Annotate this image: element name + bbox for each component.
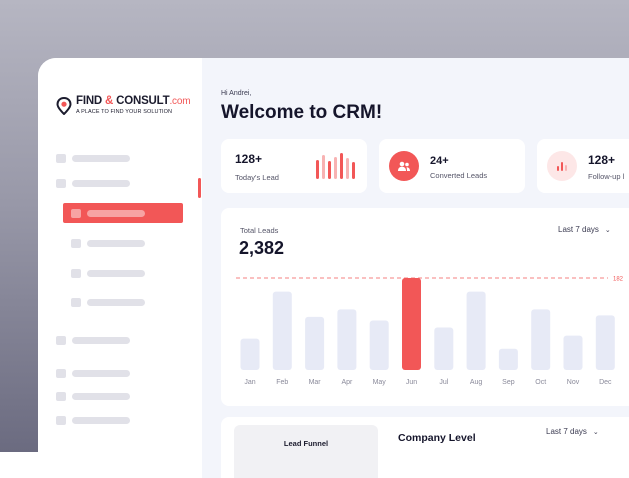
nav-icon-placeholder (56, 416, 66, 425)
chart-bar-jan[interactable] (240, 338, 260, 370)
bar-chart-icon (547, 151, 577, 181)
chart-bar-feb[interactable] (272, 291, 292, 370)
chart-bar-dec[interactable] (595, 315, 615, 370)
sidebar-item[interactable] (56, 369, 130, 378)
nav-label-placeholder (72, 180, 130, 187)
nav-icon-placeholder (56, 369, 66, 378)
chart-bar-sep[interactable] (498, 348, 518, 370)
chart-bar-nov[interactable] (563, 335, 583, 370)
x-tick-label: Dec (599, 379, 612, 386)
main-content: Hi Andrei, Welcome to CRM! 128+ Today's … (202, 58, 629, 478)
nav-label-placeholder (87, 299, 145, 306)
range-dropdown[interactable]: Last 7 days ⌄ (558, 225, 611, 234)
sidebar-item[interactable] (56, 416, 130, 425)
stat-value: 128+ (235, 152, 263, 166)
x-tick-label: Mar (309, 379, 322, 386)
page-title: Welcome to CRM! (221, 102, 383, 123)
chart-bar-may[interactable] (369, 320, 389, 370)
nav-icon-placeholder (71, 269, 81, 278)
company-range-label: Last 7 days (546, 427, 587, 436)
sidebar-item-active[interactable] (63, 203, 183, 223)
nav-icon-placeholder (71, 208, 81, 218)
stat-card-follow-up[interactable]: 128+ Follow-up l (537, 139, 629, 193)
x-tick-label: Sep (502, 379, 515, 386)
company-range-dropdown[interactable]: Last 7 days ⌄ (546, 427, 599, 436)
nav-icon-placeholder (71, 239, 81, 248)
chevron-down-icon: ⌄ (592, 428, 599, 436)
sidebar-subitem[interactable] (71, 239, 145, 248)
chart-bar-apr[interactable] (337, 309, 357, 370)
range-dropdown-label: Last 7 days (558, 225, 599, 234)
lead-funnel-label: Lead Funnel (283, 439, 329, 448)
crm-window: FIND & CONSULT.com A PLACE TO FIND YOUR … (38, 58, 629, 478)
nav-label-placeholder (72, 370, 130, 377)
logo[interactable]: FIND & CONSULT.com A PLACE TO FIND YOUR … (56, 95, 191, 115)
reference-line-label: 182 (613, 277, 624, 283)
nav-icon-placeholder (56, 154, 66, 163)
sidebar-item[interactable] (56, 154, 130, 163)
x-tick-label: Apr (341, 379, 353, 386)
total-leads-value: 2,382 (239, 238, 285, 258)
chart-bar-jul[interactable] (434, 327, 454, 370)
sidebar: FIND & CONSULT.com A PLACE TO FIND YOUR … (38, 58, 202, 458)
stat-value: 128+ (588, 153, 616, 167)
nav-icon-placeholder (56, 179, 66, 188)
sidebar-item[interactable] (56, 336, 130, 345)
x-tick-label: May (373, 379, 387, 386)
chart-bar-mar[interactable] (305, 316, 325, 370)
nav-label-placeholder (72, 417, 130, 424)
chart-bar-oct[interactable] (531, 309, 551, 370)
logo-tagline: A PLACE TO FIND YOUR SOLUTION (76, 108, 173, 115)
logo-title: FIND & CONSULT.com (76, 95, 191, 107)
greeting: Hi Andrei, (221, 90, 252, 97)
location-pin-icon (56, 96, 72, 115)
nav-icon-placeholder (71, 298, 81, 307)
x-tick-label: Jan (244, 379, 255, 386)
stat-card-converted-leads[interactable]: 24+ Converted Leads (379, 139, 525, 193)
sidebar-subitem[interactable] (71, 298, 145, 307)
x-tick-label: Feb (276, 379, 288, 386)
users-icon (389, 151, 419, 181)
bottom-card: Lead Funnel Company Level Last 7 days ⌄ (221, 417, 629, 478)
x-tick-label: Aug (470, 379, 483, 386)
stat-card-todays-lead[interactable]: 128+ Today's Lead (221, 139, 367, 193)
nav-label-placeholder (87, 240, 145, 247)
total-leads-card: Total Leads 2,382 Last 7 days ⌄ 182 Jan Fe… (221, 208, 629, 406)
nav-icon-placeholder (56, 392, 66, 401)
total-leads-label: Total Leads (240, 226, 279, 235)
chart-bar-aug[interactable] (466, 291, 486, 370)
nav-label-placeholder (72, 393, 130, 400)
nav-label-placeholder (72, 155, 130, 162)
stat-value: 24+ (430, 155, 449, 167)
sidebar-item[interactable] (56, 179, 130, 188)
stat-label: Today's Lead (235, 173, 279, 182)
active-scroll-indicator (198, 178, 201, 198)
company-level-title: Company Level (398, 432, 476, 444)
x-tick-label: Oct (535, 379, 546, 386)
sidebar-subitem[interactable] (71, 269, 145, 278)
x-tick-label: Jul (439, 379, 448, 386)
chart-bar-jun[interactable] (402, 278, 421, 370)
x-tick-label: Nov (567, 379, 580, 386)
nav-label-placeholder (72, 337, 130, 344)
sidebar-item[interactable] (56, 392, 130, 401)
stat-label: Converted Leads (430, 171, 488, 180)
chevron-down-icon: ⌄ (604, 226, 611, 234)
nav-label-placeholder (87, 209, 145, 217)
stat-label: Follow-up l (588, 172, 625, 181)
total-leads-bar-chart: 182 Jan Feb Mar Apr May Jun Jul Aug Sep Oct Nov Dec (236, 277, 624, 386)
x-tick-label: Jun (406, 379, 417, 386)
nav-label-placeholder (87, 270, 145, 277)
nav-icon-placeholder (56, 336, 66, 345)
